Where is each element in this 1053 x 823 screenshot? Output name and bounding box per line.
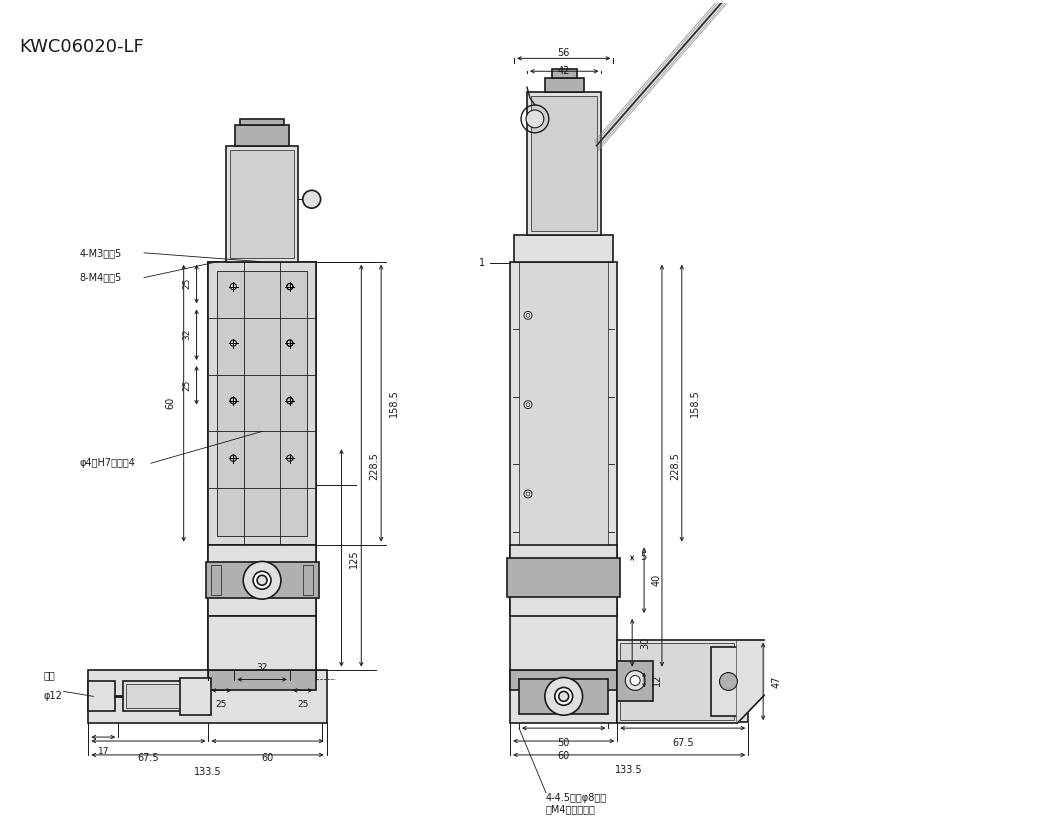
Circle shape xyxy=(630,676,640,686)
Bar xyxy=(531,96,597,231)
Text: 32: 32 xyxy=(256,663,267,672)
Text: 1: 1 xyxy=(479,258,485,267)
Bar xyxy=(508,559,620,597)
Text: 4-4.5通孔φ8沉孔
（M4用螺栓孔）: 4-4.5通孔φ8沉孔 （M4用螺栓孔） xyxy=(545,793,607,814)
Bar xyxy=(519,678,609,714)
Text: 50: 50 xyxy=(557,738,570,748)
Bar xyxy=(552,69,577,78)
Bar xyxy=(235,125,289,146)
Bar xyxy=(510,670,617,690)
Bar xyxy=(514,235,613,262)
Text: 17: 17 xyxy=(98,747,110,756)
Text: 8-M4深剆5: 8-M4深剆5 xyxy=(79,272,122,282)
Circle shape xyxy=(526,314,530,318)
Circle shape xyxy=(303,190,320,208)
Circle shape xyxy=(625,671,645,690)
Circle shape xyxy=(257,575,267,585)
Bar xyxy=(126,685,205,709)
Bar xyxy=(519,262,609,545)
Bar xyxy=(208,262,316,545)
Text: 67.5: 67.5 xyxy=(672,738,694,748)
Circle shape xyxy=(719,672,737,690)
Circle shape xyxy=(243,561,281,599)
Bar xyxy=(526,92,601,235)
Text: 56: 56 xyxy=(557,49,570,58)
Bar xyxy=(212,565,221,595)
Bar xyxy=(544,78,583,92)
Text: 25: 25 xyxy=(182,278,192,289)
Circle shape xyxy=(524,490,532,498)
Bar xyxy=(180,677,212,715)
Circle shape xyxy=(559,691,569,701)
Text: 25: 25 xyxy=(297,700,309,709)
Text: 158.5: 158.5 xyxy=(389,389,399,417)
Text: 133.5: 133.5 xyxy=(615,765,643,774)
Circle shape xyxy=(555,687,573,705)
Bar xyxy=(303,565,313,595)
Bar xyxy=(226,146,298,262)
Circle shape xyxy=(524,401,532,408)
Text: 60: 60 xyxy=(261,753,274,763)
Text: 40: 40 xyxy=(652,574,662,587)
Bar xyxy=(711,647,737,716)
Bar xyxy=(617,690,749,722)
Text: 旋鈕: 旋鈕 xyxy=(44,671,56,681)
Bar xyxy=(123,681,208,711)
Text: 228.5: 228.5 xyxy=(370,452,379,480)
Circle shape xyxy=(526,110,543,128)
Text: KWC06020-LF: KWC06020-LF xyxy=(19,38,143,55)
Text: 47: 47 xyxy=(771,676,781,688)
Bar xyxy=(205,562,319,598)
Bar xyxy=(240,119,284,125)
Bar xyxy=(510,670,617,723)
Circle shape xyxy=(253,571,271,589)
Text: 158.5: 158.5 xyxy=(690,389,700,417)
Bar xyxy=(88,670,326,723)
Bar xyxy=(510,545,617,616)
Circle shape xyxy=(524,311,532,319)
Bar xyxy=(231,150,294,258)
Text: 60: 60 xyxy=(558,751,570,761)
Circle shape xyxy=(526,492,530,496)
Bar xyxy=(88,681,115,711)
Text: 12: 12 xyxy=(652,674,662,686)
Text: 133.5: 133.5 xyxy=(194,767,221,777)
Bar xyxy=(208,670,316,690)
Polygon shape xyxy=(737,639,764,723)
Text: 25: 25 xyxy=(216,700,227,709)
Bar xyxy=(208,616,316,670)
Text: φ4（H7）深剆4: φ4（H7）深剆4 xyxy=(79,458,136,468)
Text: 32: 32 xyxy=(182,328,192,340)
Bar xyxy=(620,643,734,720)
Bar xyxy=(208,545,316,616)
Circle shape xyxy=(526,402,530,407)
Text: 5: 5 xyxy=(640,552,647,562)
Circle shape xyxy=(544,677,582,715)
Bar xyxy=(208,262,316,670)
Text: 67.5: 67.5 xyxy=(138,753,159,763)
Bar xyxy=(617,661,653,701)
Text: 30: 30 xyxy=(640,637,650,649)
Bar xyxy=(617,639,737,723)
Bar xyxy=(510,262,617,670)
Text: 42: 42 xyxy=(557,67,570,77)
Bar xyxy=(217,271,306,536)
Text: 228.5: 228.5 xyxy=(670,452,680,480)
Text: 25: 25 xyxy=(182,380,192,392)
Text: 125: 125 xyxy=(350,549,359,568)
Text: 4-M3深剆5: 4-M3深剆5 xyxy=(79,248,122,258)
Text: φ12: φ12 xyxy=(44,691,62,701)
Text: 60: 60 xyxy=(165,397,176,409)
